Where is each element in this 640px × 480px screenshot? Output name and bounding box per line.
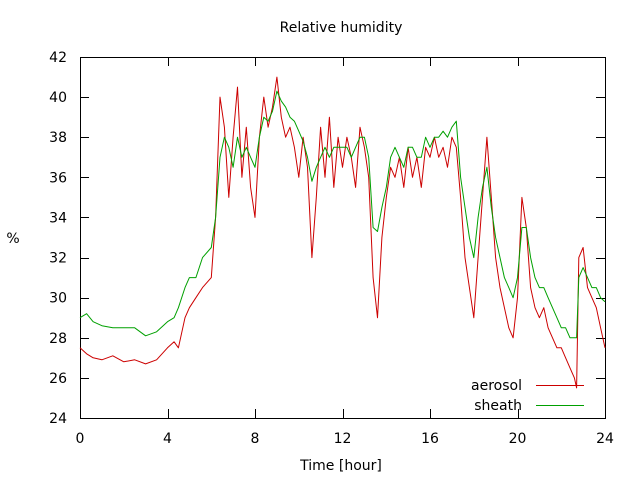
- y-tick-label: 26: [49, 371, 67, 387]
- y-tick-label: 40: [49, 90, 67, 106]
- y-tick-label: 24: [49, 411, 67, 427]
- y-tick-label: 32: [49, 251, 67, 267]
- series-lines: [79, 76, 606, 389]
- series-line-sheath: [79, 90, 606, 339]
- x-tick-label: 8: [251, 431, 260, 447]
- y-tick-label: 34: [49, 210, 67, 226]
- y-axis-label: %: [6, 231, 19, 247]
- legend-label-aerosol: aerosol: [471, 378, 522, 394]
- x-tick-label: 4: [163, 431, 172, 447]
- x-tick-label: 12: [334, 431, 352, 447]
- series-line-aerosol: [79, 76, 606, 389]
- y-tick-label: 42: [49, 50, 67, 66]
- y-tick-label: 36: [49, 170, 67, 186]
- legend: aerosol sheath: [471, 378, 584, 414]
- x-tick-label: 16: [421, 431, 439, 447]
- legend-label-sheath: sheath: [474, 398, 522, 414]
- x-axis-label: Time [hour]: [299, 458, 382, 474]
- x-tick-label: 0: [76, 431, 85, 447]
- chart-title: Relative humidity: [280, 20, 403, 36]
- y-tick-label: 30: [49, 291, 67, 307]
- y-tick-label: 38: [49, 130, 67, 146]
- y-tick-label: 28: [49, 331, 67, 347]
- x-tick-label: 20: [509, 431, 527, 447]
- y-axis-ticks: 24 26 28 30 32 34 36 38 40 42: [49, 50, 605, 427]
- x-tick-label: 24: [596, 431, 614, 447]
- x-axis-ticks: 0 4 8 12 16 20 24: [76, 57, 614, 447]
